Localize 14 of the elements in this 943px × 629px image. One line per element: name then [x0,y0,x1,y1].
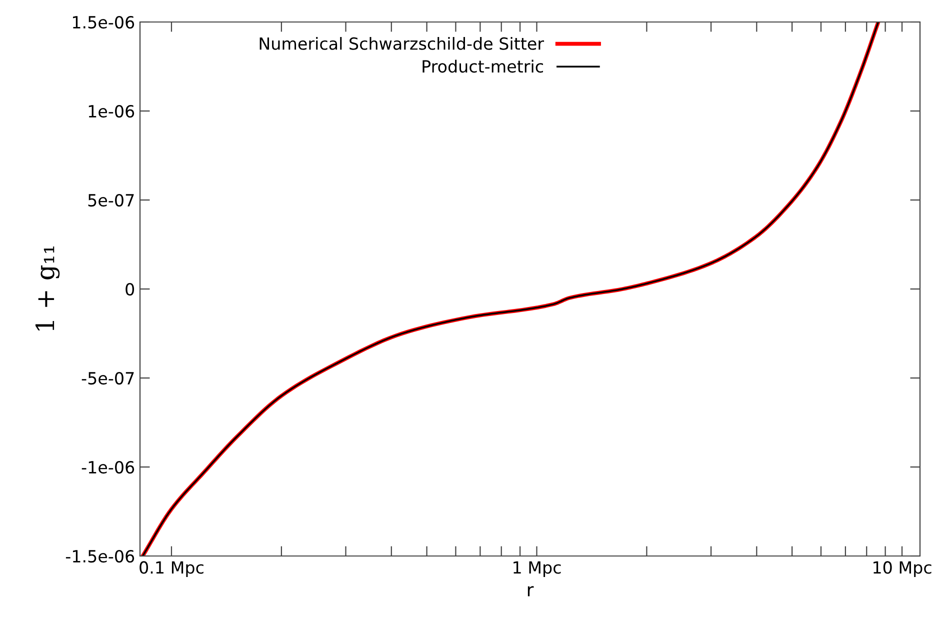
legend-label: Numerical Schwarzschild-de Sitter [260,37,544,50]
x-tick-label: 10 Mpc [874,561,932,577]
y-tick-label: -5e-07 [82,372,134,385]
x-tick-label: 1 Mpc [514,561,561,577]
y-tick-label: 1e-06 [88,104,134,118]
y-axis-title: 1 + g₁₁ [35,246,60,330]
x-tick-label: 0.1 Mpc [140,561,204,577]
x-axis-title: r [528,586,534,596]
y-tick-label: 0 [126,282,134,296]
y-tick-label: 5e-07 [88,194,134,207]
y-tick-label: 1.5e-06 [72,16,134,29]
y-tick-label: -1.5e-06 [66,550,134,563]
legend-label: Product-metric [422,60,543,73]
y-tick-label: -1e-06 [82,460,134,474]
